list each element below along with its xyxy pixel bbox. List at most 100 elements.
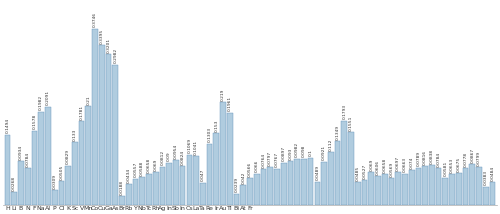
Text: 0.0934: 0.0934 (19, 144, 23, 159)
Text: 0.3201: 0.3201 (106, 38, 110, 53)
Text: 0.133: 0.133 (73, 129, 77, 141)
Text: 0.042: 0.042 (242, 171, 246, 184)
Text: 0.1349: 0.1349 (336, 125, 340, 140)
Bar (166, 163, 172, 205)
Bar (470, 164, 475, 205)
Bar (99, 45, 104, 205)
Text: 0.0658: 0.0658 (382, 157, 386, 172)
Text: 0.0675: 0.0675 (457, 156, 461, 172)
Text: 0.0505: 0.0505 (60, 164, 64, 180)
Bar (382, 174, 388, 205)
Text: 0.1494: 0.1494 (6, 118, 10, 133)
Bar (429, 165, 434, 205)
Bar (321, 162, 327, 205)
Text: 0.0569: 0.0569 (390, 161, 394, 177)
Text: 0.0897: 0.0897 (282, 146, 286, 161)
Bar (490, 182, 496, 205)
Bar (25, 168, 30, 205)
Bar (402, 174, 408, 205)
Bar (416, 168, 422, 205)
Bar (342, 120, 347, 205)
Text: 0.1961: 0.1961 (228, 96, 232, 111)
Text: 0.0797: 0.0797 (268, 151, 272, 166)
Bar (78, 121, 84, 205)
Bar (362, 180, 368, 205)
Text: 0.0606: 0.0606 (376, 160, 380, 175)
Text: 0.0309: 0.0309 (52, 174, 56, 189)
Bar (388, 178, 394, 205)
Text: 0.0566: 0.0566 (248, 162, 252, 177)
Bar (227, 113, 232, 205)
Text: 0.0784: 0.0784 (26, 152, 30, 166)
Text: 0.0824: 0.0824 (180, 150, 184, 165)
Bar (268, 167, 273, 205)
Text: 0.1793: 0.1793 (342, 104, 346, 119)
Text: 0.112: 0.112 (329, 138, 333, 151)
Text: 0.1: 0.1 (308, 150, 312, 156)
Bar (206, 144, 212, 205)
Bar (193, 156, 199, 205)
Bar (462, 168, 468, 205)
Text: 0.2982: 0.2982 (114, 48, 117, 63)
Bar (247, 178, 253, 205)
Bar (368, 172, 374, 205)
Text: 0.069: 0.069 (370, 159, 374, 171)
Bar (112, 65, 118, 205)
Text: 0.0383: 0.0383 (484, 170, 488, 185)
Bar (375, 176, 381, 205)
Bar (119, 196, 125, 205)
Text: 0.0812: 0.0812 (160, 150, 164, 165)
Text: 0.0799: 0.0799 (477, 151, 481, 166)
Bar (214, 133, 219, 205)
Bar (355, 182, 360, 205)
Text: 0.21: 0.21 (86, 95, 90, 105)
Bar (52, 190, 58, 205)
Text: 0.069: 0.069 (154, 159, 158, 171)
Text: 0.1069: 0.1069 (188, 138, 192, 153)
Bar (442, 178, 448, 205)
Text: 0.0789: 0.0789 (416, 151, 420, 166)
Text: 0.0484: 0.0484 (490, 166, 494, 181)
Text: 0.0784: 0.0784 (436, 152, 440, 166)
Bar (38, 112, 44, 205)
Text: 0.0867: 0.0867 (470, 148, 474, 163)
Bar (173, 160, 179, 205)
Text: 0.0188: 0.0188 (120, 180, 124, 195)
Bar (422, 166, 428, 205)
Bar (260, 169, 266, 205)
Text: 0.0778: 0.0778 (464, 152, 468, 167)
Bar (66, 166, 71, 205)
Text: 0.047: 0.047 (201, 169, 205, 181)
Bar (45, 107, 51, 205)
Bar (314, 182, 320, 205)
Text: 0.0982: 0.0982 (295, 142, 299, 157)
Bar (476, 167, 482, 205)
Text: 0.0485: 0.0485 (356, 165, 360, 181)
Text: 0.0829: 0.0829 (66, 149, 70, 165)
Text: 0.0697: 0.0697 (396, 156, 400, 171)
Bar (301, 159, 307, 205)
Text: 0.1578: 0.1578 (32, 114, 36, 129)
Text: 0.0557: 0.0557 (134, 162, 138, 177)
Text: 0.0663: 0.0663 (403, 157, 407, 172)
Bar (449, 174, 455, 205)
Text: 0.0767: 0.0767 (275, 152, 279, 167)
Text: 0.0954: 0.0954 (174, 143, 178, 159)
Text: 0.09: 0.09 (167, 152, 171, 161)
Bar (160, 167, 166, 205)
Bar (92, 29, 98, 205)
Bar (396, 172, 401, 205)
Bar (456, 173, 462, 205)
Bar (58, 181, 64, 205)
Bar (334, 141, 340, 205)
Bar (274, 169, 280, 205)
Bar (240, 185, 246, 205)
Bar (153, 172, 158, 205)
Text: 0.153: 0.153 (214, 119, 218, 132)
Text: 0.1041: 0.1041 (194, 139, 198, 155)
Bar (12, 192, 17, 205)
Text: 0.3746: 0.3746 (93, 12, 97, 27)
Text: 0.066: 0.066 (254, 160, 258, 172)
Bar (294, 159, 300, 205)
Bar (308, 158, 314, 205)
